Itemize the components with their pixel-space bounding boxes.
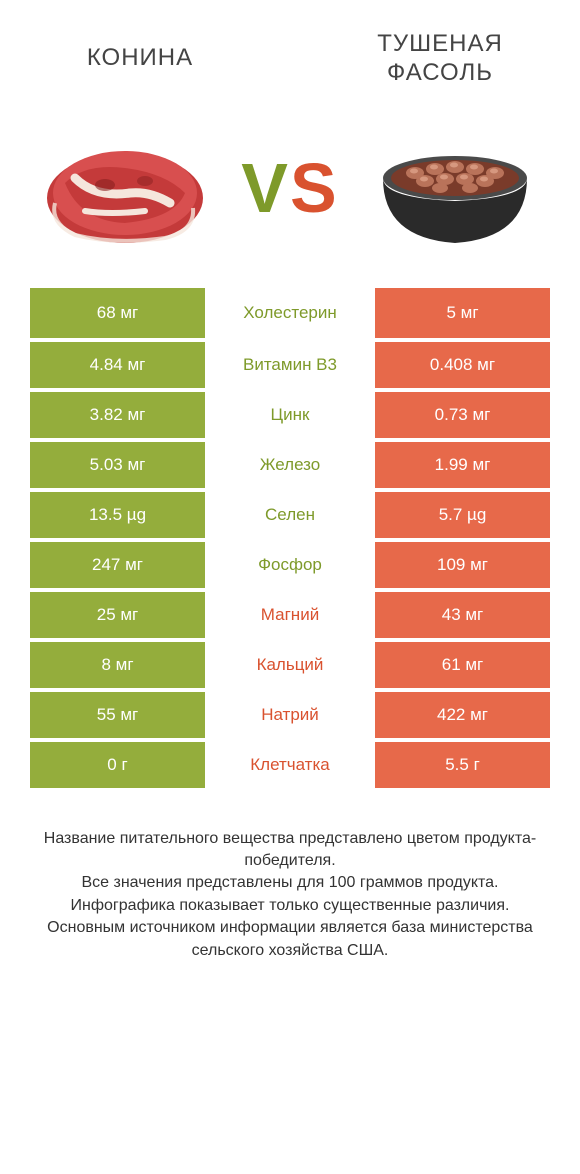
footer-notes: Название питательного вещества представл… bbox=[0, 788, 580, 962]
table-row: 13.5 µgСелен5.7 µg bbox=[30, 488, 550, 538]
nutrient-label: Витамин B3 bbox=[205, 342, 375, 388]
nutrient-label: Магний bbox=[205, 592, 375, 638]
value-right: 422 мг bbox=[375, 692, 550, 738]
table-row: 5.03 мгЖелезо1.99 мг bbox=[30, 438, 550, 488]
value-right: 43 мг bbox=[375, 592, 550, 638]
nutrient-label: Железо bbox=[205, 442, 375, 488]
table-row: 247 мгФосфор109 мг bbox=[30, 538, 550, 588]
nutrient-label: Кальций bbox=[205, 642, 375, 688]
nutrient-label: Селен bbox=[205, 492, 375, 538]
value-left: 4.84 мг bbox=[30, 342, 205, 388]
value-left: 5.03 мг bbox=[30, 442, 205, 488]
table-row: 55 мгНатрий422 мг bbox=[30, 688, 550, 738]
meat-icon bbox=[35, 123, 215, 253]
value-right: 5 мг bbox=[375, 288, 550, 338]
value-left: 247 мг bbox=[30, 542, 205, 588]
table-row: 25 мгМагний43 мг bbox=[30, 588, 550, 638]
vs-s: S bbox=[290, 149, 339, 227]
footer-line-3: Инфографика показывает только существенн… bbox=[30, 895, 550, 917]
value-left: 55 мг bbox=[30, 692, 205, 738]
left-image bbox=[30, 118, 220, 258]
table-row: 8 мгКальций61 мг bbox=[30, 638, 550, 688]
table-row: 0 гКлетчатка5.5 г bbox=[30, 738, 550, 788]
title-right: ТУШЕНАЯ ФАСОЛЬ bbox=[340, 30, 540, 88]
beans-icon bbox=[370, 123, 540, 253]
table-row: 3.82 мгЦинк0.73 мг bbox=[30, 388, 550, 438]
value-left: 68 мг bbox=[30, 288, 205, 338]
value-left: 25 мг bbox=[30, 592, 205, 638]
value-right: 61 мг bbox=[375, 642, 550, 688]
table-row: 68 мгХолестерин5 мг bbox=[30, 288, 550, 338]
comparison-table: 68 мгХолестерин5 мг4.84 мгВитамин B30.40… bbox=[0, 288, 580, 788]
value-right: 5.5 г bbox=[375, 742, 550, 788]
value-right: 109 мг bbox=[375, 542, 550, 588]
value-left: 8 мг bbox=[30, 642, 205, 688]
value-left: 13.5 µg bbox=[30, 492, 205, 538]
footer-line-4: Основным источником информации является … bbox=[30, 917, 550, 962]
footer-line-1: Название питательного вещества представл… bbox=[30, 828, 550, 873]
nutrient-label: Клетчатка bbox=[205, 742, 375, 788]
footer-line-2: Все значения представлены для 100 граммо… bbox=[30, 872, 550, 894]
nutrient-label: Холестерин bbox=[205, 288, 375, 338]
value-left: 0 г bbox=[30, 742, 205, 788]
value-right: 0.73 мг bbox=[375, 392, 550, 438]
value-left: 3.82 мг bbox=[30, 392, 205, 438]
table-row: 4.84 мгВитамин B30.408 мг bbox=[30, 338, 550, 388]
image-row: VS bbox=[0, 98, 580, 288]
value-right: 5.7 µg bbox=[375, 492, 550, 538]
value-right: 0.408 мг bbox=[375, 342, 550, 388]
nutrient-label: Цинк bbox=[205, 392, 375, 438]
title-left: КОНИНА bbox=[40, 44, 240, 73]
vs-label: VS bbox=[241, 148, 338, 228]
right-image bbox=[360, 118, 550, 258]
nutrient-label: Фосфор bbox=[205, 542, 375, 588]
value-right: 1.99 мг bbox=[375, 442, 550, 488]
vs-v: V bbox=[241, 149, 290, 227]
nutrient-label: Натрий bbox=[205, 692, 375, 738]
header: КОНИНА ТУШЕНАЯ ФАСОЛЬ bbox=[0, 0, 580, 98]
